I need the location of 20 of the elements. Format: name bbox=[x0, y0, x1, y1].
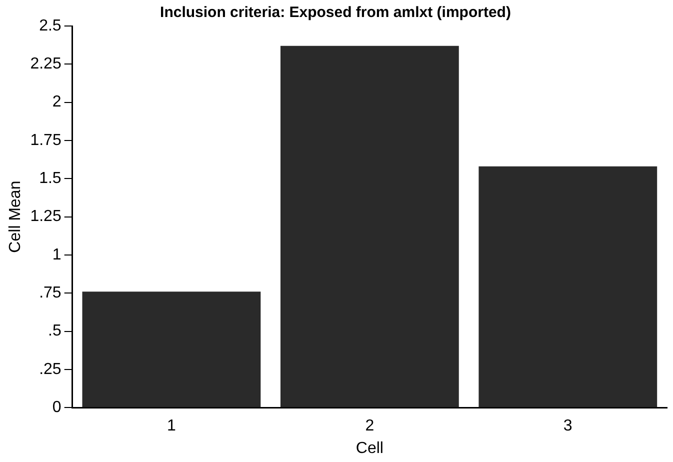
y-tick-label: 2 bbox=[52, 94, 62, 111]
y-tick-label: .5 bbox=[48, 322, 62, 340]
x-axis-title: Cell bbox=[356, 440, 384, 457]
y-tick-label: 1.75 bbox=[30, 132, 62, 149]
y-axis-title: Cell Mean bbox=[7, 180, 24, 253]
y-tick-label: .25 bbox=[39, 360, 62, 378]
y-tick-label: 1 bbox=[52, 246, 62, 264]
y-tick-label: .75 bbox=[39, 284, 62, 302]
y-tick-label: 1.5 bbox=[39, 170, 62, 188]
y-tick-label: 1.25 bbox=[30, 208, 62, 226]
bar bbox=[478, 166, 658, 408]
x-tick-label: 2 bbox=[365, 418, 374, 435]
y-tick-label: 2.25 bbox=[30, 56, 62, 73]
x-tick-label: 3 bbox=[563, 418, 572, 435]
y-tick-label: 0 bbox=[52, 399, 62, 416]
y-tick-label: 2.5 bbox=[39, 17, 62, 34]
x-tick-label: 1 bbox=[166, 418, 176, 435]
bar bbox=[280, 46, 459, 408]
bar bbox=[82, 292, 261, 408]
chart-title: Inclusion criteria: Exposed from amlxt (imported) bbox=[160, 4, 511, 22]
